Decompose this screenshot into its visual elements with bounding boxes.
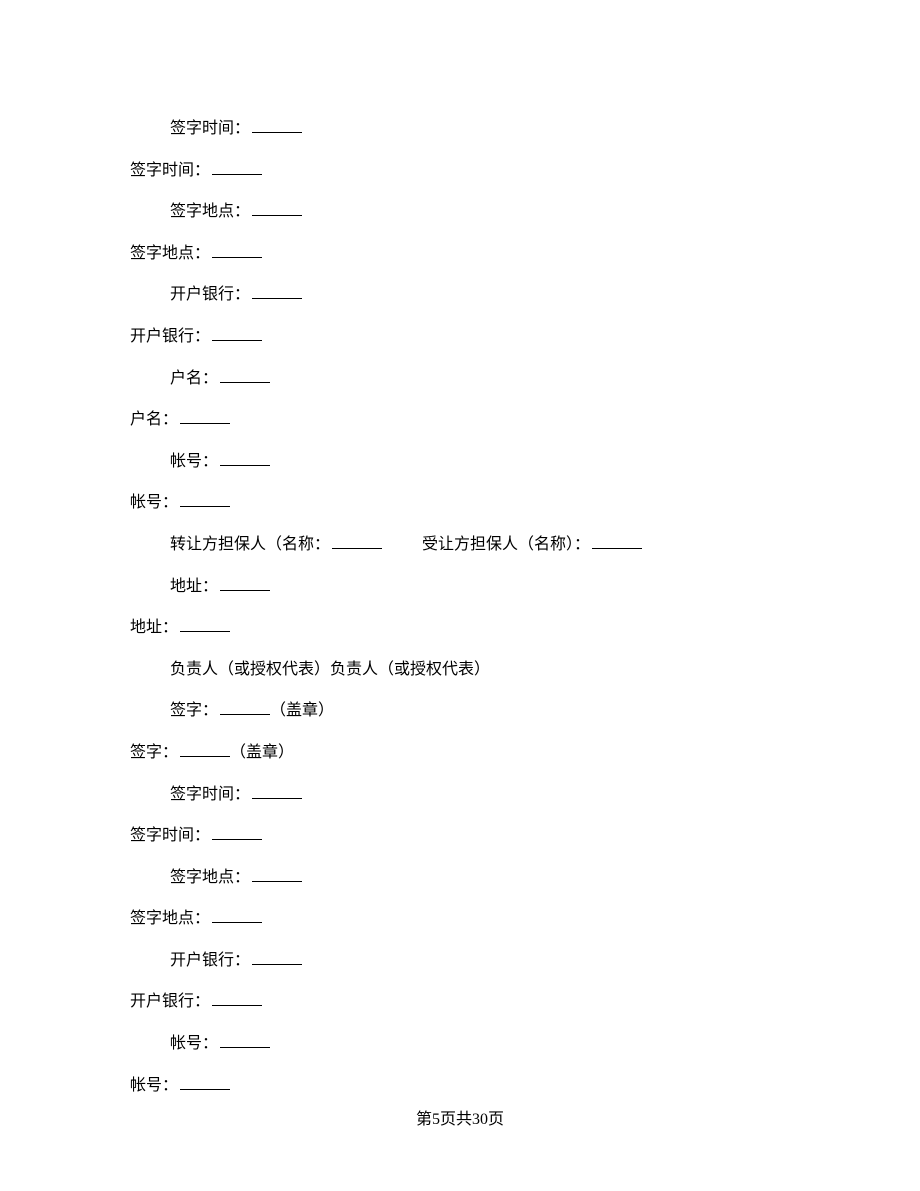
- form-line: 帐号：: [130, 1065, 820, 1107]
- form-label-text: 帐号：: [170, 1035, 218, 1052]
- blank-underline: [220, 1032, 270, 1048]
- form-line: 地址：: [130, 607, 820, 649]
- form-line: 开户银行：: [130, 940, 820, 982]
- page-footer: 第5页共30页: [0, 1105, 920, 1129]
- form-line: 开户银行：: [130, 274, 820, 316]
- form-line: 签字时间：: [130, 150, 820, 192]
- blank-underline: [252, 283, 302, 299]
- form-label-text: 开户银行：: [170, 286, 250, 303]
- form-label-text: 签字时间：: [170, 786, 250, 803]
- form-label-text: 签字时间：: [170, 120, 250, 137]
- form-line: 转让方担保人（名称： 受让方担保人（名称）：: [130, 524, 820, 566]
- form-label-text: （盖章）: [230, 744, 294, 761]
- form-line: 帐号：: [130, 482, 820, 524]
- form-label-text: 受让方担保人（名称）：: [422, 536, 590, 553]
- form-label-text: （盖章）: [270, 702, 334, 719]
- form-label-text: 签字地点：: [170, 869, 250, 886]
- form-line: 帐号：: [130, 1023, 820, 1065]
- form-label-text: 负责人（或授权代表）负责人（或授权代表）: [170, 661, 490, 678]
- form-label-text: 帐号：: [130, 494, 178, 511]
- form-label-text: 帐号：: [130, 1077, 178, 1094]
- blank-underline: [180, 741, 230, 757]
- form-label-text: 签字时间：: [130, 827, 210, 844]
- form-label-text: 户名：: [170, 370, 218, 387]
- form-line: 开户银行：: [130, 981, 820, 1023]
- form-line: 开户银行：: [130, 316, 820, 358]
- form-label-text: 签字时间：: [130, 162, 210, 179]
- blank-underline: [252, 949, 302, 965]
- blank-underline: [220, 367, 270, 383]
- form-line: 签字： （盖章）: [130, 690, 820, 732]
- blank-underline: [252, 200, 302, 216]
- blank-underline: [252, 117, 302, 133]
- blank-underline: [180, 1074, 230, 1090]
- blank-underline: [212, 325, 262, 341]
- form-line: 负责人（或授权代表）负责人（或授权代表）: [130, 649, 820, 691]
- blank-underline: [592, 533, 642, 549]
- form-line: 签字时间：: [130, 815, 820, 857]
- blank-underline: [212, 242, 262, 258]
- blank-underline: [212, 159, 262, 175]
- form-label-text: 签字：: [130, 744, 178, 761]
- form-line: 户名：: [130, 358, 820, 400]
- form-label-text: 签字地点：: [130, 245, 210, 262]
- blank-underline: [180, 616, 230, 632]
- blank-underline: [332, 533, 382, 549]
- form-line: 签字地点：: [130, 191, 820, 233]
- blank-underline: [252, 866, 302, 882]
- form-line: 户名：: [130, 399, 820, 441]
- form-line: 签字地点：: [130, 898, 820, 940]
- blank-underline: [220, 699, 270, 715]
- form-line: 签字地点：: [130, 233, 820, 275]
- blank-underline: [212, 824, 262, 840]
- form-label-text: 开户银行：: [130, 328, 210, 345]
- form-label-text: 开户银行：: [130, 993, 210, 1010]
- form-label-text: 签字地点：: [130, 910, 210, 927]
- blank-underline: [180, 491, 230, 507]
- form-line: 地址：: [130, 566, 820, 608]
- blank-underline: [212, 990, 262, 1006]
- form-label-text: 地址：: [170, 578, 218, 595]
- form-label-text: 开户银行：: [170, 952, 250, 969]
- blank-underline: [220, 575, 270, 591]
- form-line: 签字地点：: [130, 857, 820, 899]
- blank-underline: [252, 783, 302, 799]
- blank-underline: [212, 907, 262, 923]
- form-label-text: 户名：: [130, 411, 178, 428]
- form-label-text: 帐号：: [170, 453, 218, 470]
- form-label-text: 签字：: [170, 702, 218, 719]
- blank-underline: [220, 450, 270, 466]
- blank-underline: [180, 408, 230, 424]
- form-line: 签字时间：: [130, 108, 820, 150]
- document-body: 签字时间： 签字时间： 签字地点： 签字地点： 开户银行： 开户银行： 户名： 户名： 帐号： 帐…: [0, 0, 920, 1106]
- form-line: 帐号：: [130, 441, 820, 483]
- form-label-text: 地址：: [130, 619, 178, 636]
- form-label-text: 转让方担保人（名称：: [170, 536, 330, 553]
- form-line: 签字： （盖章）: [130, 732, 820, 774]
- form-label-text: 签字地点：: [170, 203, 250, 220]
- form-line: 签字时间：: [130, 774, 820, 816]
